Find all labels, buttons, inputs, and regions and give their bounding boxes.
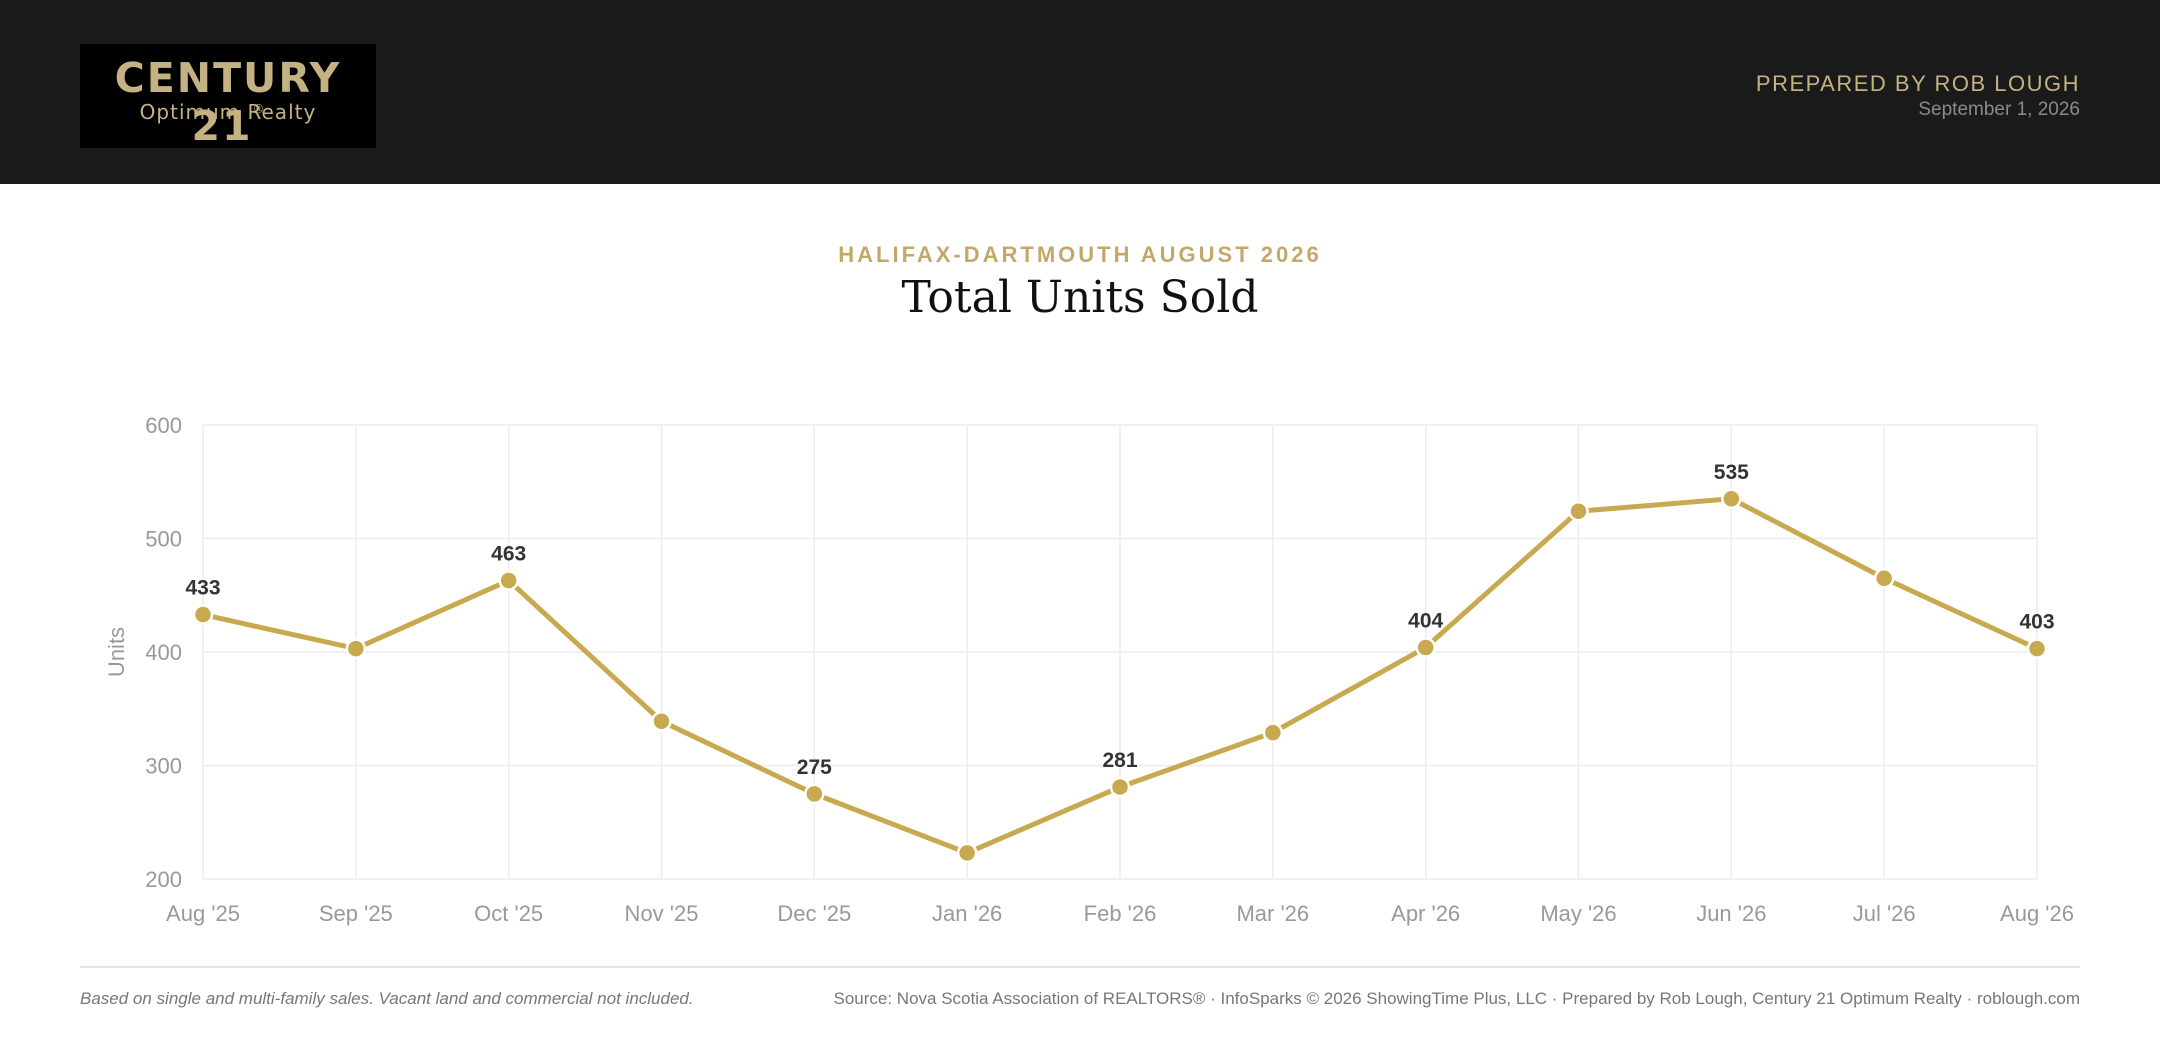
y-axis-label: Units bbox=[104, 627, 129, 677]
y-tick-label: 400 bbox=[145, 640, 182, 665]
x-tick-label: Aug '26 bbox=[2000, 901, 2074, 926]
x-tick-label: Nov '25 bbox=[625, 901, 699, 926]
data-point bbox=[1262, 722, 1284, 743]
logo-subtitle: Optimum Realty bbox=[139, 100, 317, 124]
logo-registered-mark: ® bbox=[252, 102, 265, 116]
x-tick-label: Apr '26 bbox=[1391, 901, 1460, 926]
x-tick-label: Jan '26 bbox=[932, 901, 1002, 926]
data-point bbox=[1109, 776, 1131, 798]
x-tick-label: May '26 bbox=[1540, 901, 1616, 926]
data-point bbox=[1721, 488, 1742, 510]
x-tick-label: Aug '25 bbox=[166, 901, 240, 926]
data-point bbox=[498, 570, 519, 591]
data-label: 535 bbox=[1714, 461, 1749, 484]
y-tick-label: 500 bbox=[145, 527, 182, 552]
data-label: 404 bbox=[1408, 609, 1443, 632]
units-sold-line-chart: 200 300 400 500 600 Aug '25 Sep '25 Oct '25 Nov … bbox=[104, 413, 2074, 926]
data-point bbox=[345, 638, 367, 659]
data-label: 433 bbox=[185, 577, 220, 600]
x-tick-label: Mar '26 bbox=[1236, 901, 1309, 926]
x-tick-label: Dec '25 bbox=[777, 901, 851, 926]
report-date: September 1, 2026 bbox=[1918, 99, 2080, 120]
data-label: 281 bbox=[1102, 749, 1137, 772]
footer-source: Source: Nova Scotia Association of REALT… bbox=[833, 989, 2081, 1008]
prepared-by-block: PREPARED BY ROB LOUGH September 1, 2026 bbox=[1756, 70, 2080, 122]
data-label: 463 bbox=[491, 542, 526, 565]
report-subtitle: HALIFAX-DARTMOUTH AUGUST 2026 bbox=[838, 242, 1322, 267]
prepared-by: PREPARED BY ROB LOUGH bbox=[1755, 71, 2080, 96]
x-tick-label: Jun '26 bbox=[1696, 901, 1766, 926]
logo-brand: CENTURY 21® bbox=[114, 54, 342, 150]
data-point bbox=[1873, 567, 1895, 589]
x-tick-label: Jul '26 bbox=[1853, 901, 1916, 926]
data-point bbox=[192, 604, 214, 625]
report-header: CENTURY 21® Optimum Realty PREPARED BY R… bbox=[0, 0, 2160, 184]
century21-logo: CENTURY 21® Optimum Realty bbox=[80, 44, 376, 150]
data-point bbox=[651, 710, 672, 732]
data-point bbox=[1568, 501, 1589, 522]
y-tick-label: 300 bbox=[145, 754, 182, 779]
chart-title: Total Units Sold bbox=[901, 272, 1259, 323]
data-point bbox=[956, 842, 978, 864]
data-label: 403 bbox=[2019, 611, 2054, 634]
footer-note: Based on single and multi-family sales. … bbox=[80, 989, 694, 1008]
data-label: 275 bbox=[797, 756, 832, 779]
x-tick-label: Oct '25 bbox=[474, 901, 543, 926]
data-point bbox=[1415, 637, 1436, 658]
x-tick-label: Sep '25 bbox=[319, 901, 393, 926]
data-point bbox=[2026, 638, 2048, 659]
x-tick-label: Feb '26 bbox=[1084, 901, 1157, 926]
y-tick-label: 200 bbox=[145, 867, 182, 892]
footer-divider bbox=[80, 966, 2080, 968]
y-tick-label: 600 bbox=[145, 413, 182, 438]
data-point bbox=[804, 783, 825, 805]
